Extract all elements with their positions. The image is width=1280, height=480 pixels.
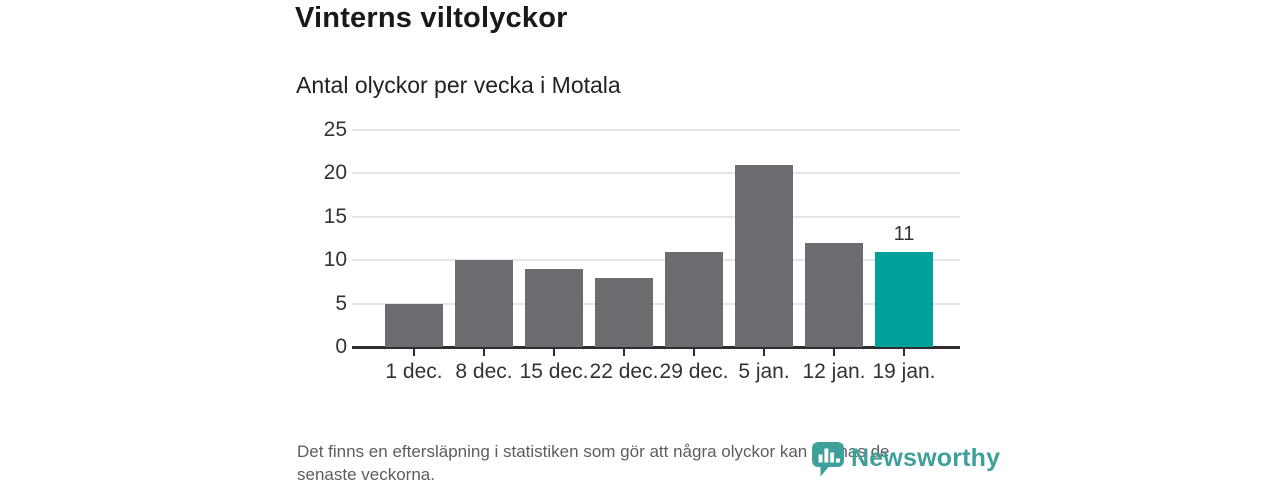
gridline: [352, 259, 960, 262]
footer-note-line1: Det finns en eftersläpning i statistiken…: [297, 442, 890, 461]
x-tick-label: 1 dec.: [385, 360, 443, 383]
y-tick-label: 0: [335, 335, 347, 358]
footer-note: Det finns en eftersläpning i statistiken…: [297, 440, 889, 480]
x-tick-mark: [553, 349, 555, 356]
y-tick-label: 20: [323, 161, 347, 185]
chart-subtitle: Antal olyckor per vecka i Motala: [296, 72, 621, 98]
gridline: [352, 129, 960, 131]
x-tick-mark: [413, 349, 415, 356]
x-tick-label: 22 dec.: [589, 360, 659, 383]
y-tick-label: 5: [335, 291, 347, 315]
x-tick-label: 12 jan.: [802, 360, 866, 383]
x-tick-label: 5 jan.: [738, 360, 790, 383]
x-tick-mark: [693, 349, 695, 356]
plot-area: 1 dec. 8 dec. 15 dec. 22 dec. 29 dec. 5 jan. 1…: [352, 129, 960, 383]
bar-highlighted: [875, 251, 933, 347]
gridline: [352, 302, 960, 305]
footer-note-line2: senaste veckorna.: [297, 465, 435, 480]
gridline: [352, 215, 960, 218]
x-tick-label: 8 dec.: [455, 360, 513, 383]
newsworthy-logo: Newsworthy: [811, 441, 1000, 478]
newsworthy-logo-text: Newsworthy: [851, 444, 1001, 472]
y-tick-label: 10: [323, 248, 347, 272]
page-title: Vinterns viltolyckor: [295, 2, 568, 34]
value-label: 11: [893, 222, 915, 245]
y-tick-label: 25: [323, 118, 347, 141]
bar: [455, 260, 513, 347]
x-tick-mark: [903, 349, 905, 356]
x-tick-mark: [483, 349, 485, 356]
x-tick-label: 15 dec.: [519, 360, 589, 383]
bar: [735, 164, 793, 347]
x-tick-mark: [623, 349, 625, 356]
bar: [385, 303, 443, 347]
y-tick-label: 15: [323, 204, 347, 228]
x-axis-line: [352, 346, 960, 349]
x-tick-label: 29 dec.: [659, 360, 729, 383]
x-tick-mark: [763, 349, 765, 356]
bar: [525, 268, 583, 347]
bar: [595, 277, 653, 347]
bar: [805, 242, 863, 347]
newsworthy-bubble-chart-icon: [811, 441, 845, 478]
x-tick-label: 19 jan.: [872, 360, 936, 383]
gridline: [352, 172, 960, 175]
x-tick-mark: [833, 349, 835, 356]
bar: [665, 251, 723, 347]
